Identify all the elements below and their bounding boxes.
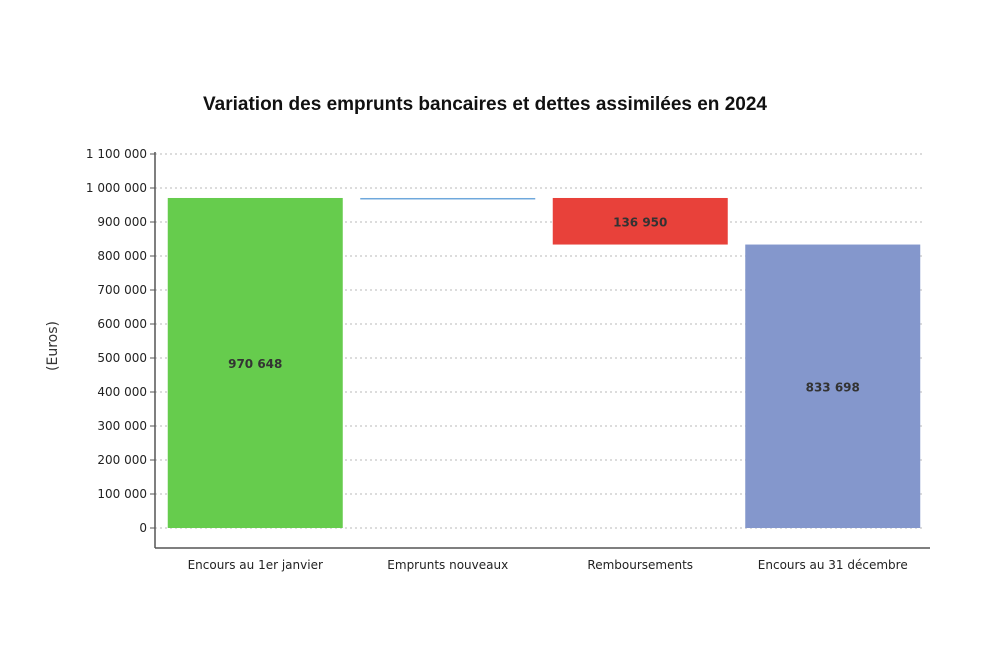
y-tick-label: 0 [139, 521, 147, 535]
bar [360, 197, 536, 200]
y-tick-label: 300 000 [97, 419, 147, 433]
data-labels: 970 648 136 950 833 698 [228, 215, 860, 394]
x-tick-label: Encours au 31 décembre [758, 558, 908, 572]
bars [167, 197, 921, 529]
bar [745, 244, 921, 529]
x-tick-label: Emprunts nouveaux [387, 558, 508, 572]
y-tick-label: 100 000 [97, 487, 147, 501]
y-tick-label: 1 100 000 [86, 147, 147, 161]
bar [167, 197, 343, 528]
x-tick-label: Remboursements [587, 558, 693, 572]
y-tick-label: 600 000 [97, 317, 147, 331]
y-tick-label: 200 000 [97, 453, 147, 467]
y-tick-label: 800 000 [97, 249, 147, 263]
data-label: 833 698 [806, 380, 860, 394]
y-axis-title: (Euros) [45, 321, 61, 371]
x-labels: Encours au 1er janvier Emprunts nouveaux R… [188, 558, 908, 572]
data-label: 136 950 [613, 215, 667, 229]
axes [154, 152, 930, 549]
data-label: 970 648 [228, 357, 282, 371]
x-tick-label: Encours au 1er janvier [188, 558, 323, 572]
y-ticks: 0 100 000 200 000 300 000 400 000 500 000 600 … [86, 147, 155, 535]
chart-title: Variation des emprunts bancaires et dett… [203, 94, 767, 115]
y-tick-label: 500 000 [97, 351, 147, 365]
y-tick-label: 900 000 [97, 215, 147, 229]
y-tick-label: 400 000 [97, 385, 147, 399]
y-tick-label: 1 000 000 [86, 181, 147, 195]
bar [552, 197, 728, 245]
y-tick-label: 700 000 [97, 283, 147, 297]
